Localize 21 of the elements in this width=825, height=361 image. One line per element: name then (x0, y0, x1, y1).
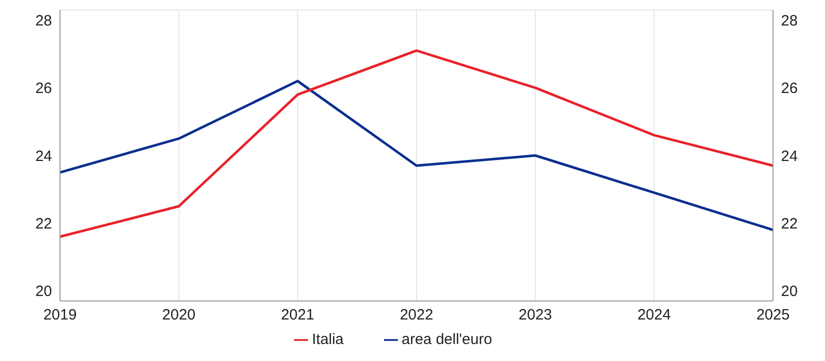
x-tick-label: 2019 (43, 306, 77, 324)
y-tick-label: 28 (35, 12, 52, 30)
y2-tick-label: 26 (781, 80, 798, 98)
x-tick-label: 2022 (400, 306, 434, 324)
legend-label: area dell'euro (402, 331, 492, 348)
line-series (60, 49, 773, 238)
y2-tick-label: 20 (781, 283, 798, 300)
legend-label: Italia (312, 331, 344, 348)
x-tick-label: 2020 (162, 306, 196, 324)
y-tick-label: 20 (35, 283, 52, 300)
y2-tick-label: 28 (781, 12, 798, 30)
y-tick-label: 24 (35, 148, 52, 165)
line-series (60, 80, 773, 232)
x-tick-label: 2023 (518, 306, 552, 324)
y-tick-label: 26 (35, 80, 52, 98)
y2-tick-label: 22 (781, 216, 798, 232)
y2-tick-label: 24 (781, 148, 798, 165)
y-tick-label: 22 (35, 216, 52, 232)
x-tick-label: 2024 (637, 306, 671, 324)
x-tick-label: 2025 (756, 306, 790, 324)
x-tick-label: 2021 (280, 306, 314, 324)
